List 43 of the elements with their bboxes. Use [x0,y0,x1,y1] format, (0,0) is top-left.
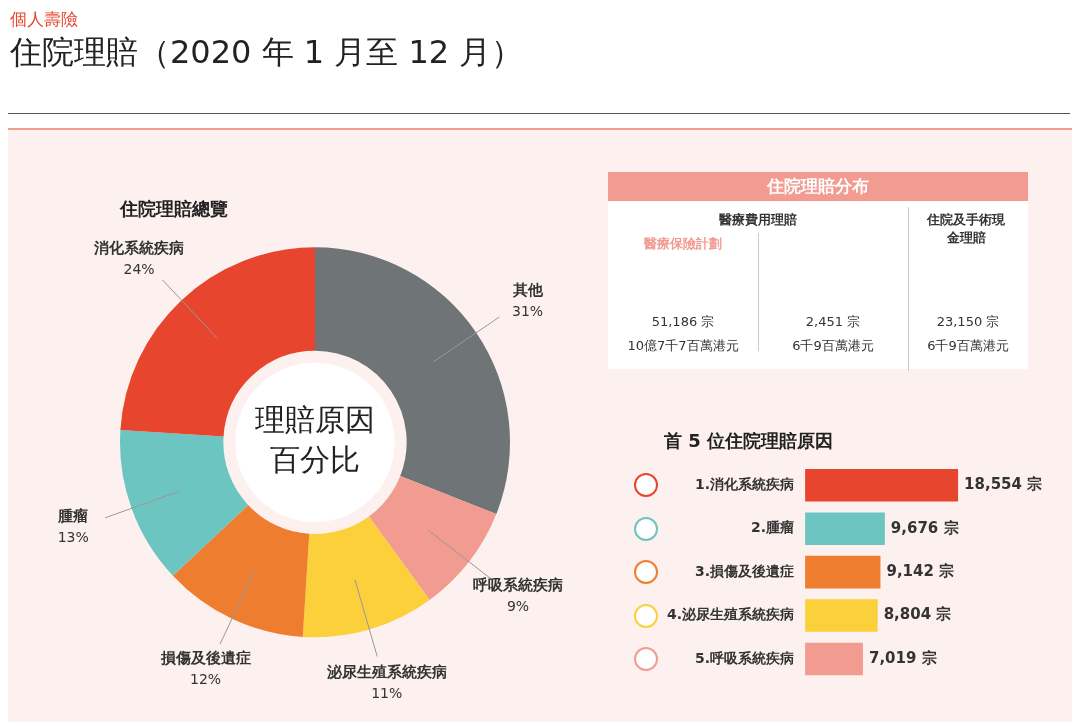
y-tick-label: 2.腫瘤 [751,519,795,536]
data-label: 11% [371,684,403,701]
bar [805,599,878,632]
data-label: 24% [123,260,155,277]
chart-title: 首 5 位住院理賠原因 [663,430,834,452]
data-label: 8,804 宗 [883,605,952,624]
bar [805,555,881,589]
slice-label: 損傷及後遺症 [159,649,251,668]
bar [805,512,885,545]
data-label: 9% [506,597,530,614]
y-tick-label: 4.泌尿生殖系統疾病 [667,606,795,623]
data-label: 31% [512,302,544,319]
slice-label: 腫瘤 [57,507,89,526]
text: 住院理賠分布 [608,172,1028,201]
text: 10億7千7百萬港元 [626,337,740,355]
text: 23,150 宗 [935,313,1001,331]
slice-label: 泌尿生殖系統疾病 [325,663,447,682]
data-label: 18,554 宗 [964,475,1043,494]
text: 6千9百萬港元 [926,337,1010,355]
text: 醫療保險計劃 [643,235,723,253]
slice-label: 消化系統疾病 [93,239,185,258]
text: 醫療費用理賠 [718,211,798,229]
data-label: 9,142 宗 [886,561,955,580]
text: 住院理賠（2020 年 1 月至 12 月） [10,32,524,73]
text: 2,451 宗 [804,313,862,331]
text: 6千9百萬港元 [791,337,875,355]
y-tick-label: 1.消化系統疾病 [695,475,795,492]
text: 理賠原因 [255,402,375,438]
text: 住院及手術現金理賠 [926,211,1006,247]
bar [805,642,863,676]
text: 51,186 宗 [650,313,716,331]
data-label: 7,019 宗 [868,648,937,667]
text: 百分比 [270,442,360,478]
y-tick-label: 3.損傷及後遺症 [695,562,795,579]
y-tick-label: 5.呼吸系統疾病 [695,649,795,666]
data-label: 12% [190,671,222,688]
chart-title: 住院理賠總覽 [119,198,228,220]
bar [805,469,959,502]
slice-label: 其他 [511,281,544,300]
text: 個人壽險 [10,8,79,31]
slice-label: 呼吸系統疾病 [473,576,564,595]
data-label: 13% [57,528,89,545]
data-label: 9,676 宗 [890,518,959,537]
